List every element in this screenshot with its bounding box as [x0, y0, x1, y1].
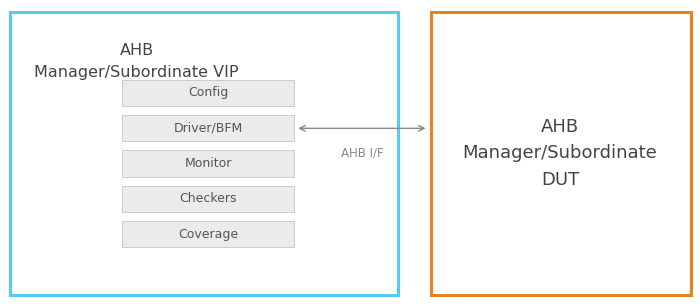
Text: Checkers: Checkers	[179, 192, 237, 205]
Bar	[122, 186, 294, 212]
Bar	[122, 80, 294, 106]
Bar	[122, 115, 294, 141]
Text: AHB
Manager/Subordinate
DUT: AHB Manager/Subordinate DUT	[463, 118, 657, 189]
Text: AHB I/F: AHB I/F	[342, 147, 384, 160]
Text: AHB
Manager/Subordinate VIP: AHB Manager/Subordinate VIP	[34, 43, 239, 80]
Bar	[122, 221, 294, 247]
Bar	[430, 12, 691, 295]
Text: Monitor: Monitor	[185, 157, 232, 170]
Text: Config: Config	[188, 86, 228, 99]
Bar	[122, 150, 294, 177]
Text: Driver/BFM: Driver/BFM	[174, 122, 243, 135]
Bar	[10, 12, 398, 295]
Text: Coverage: Coverage	[178, 227, 238, 241]
